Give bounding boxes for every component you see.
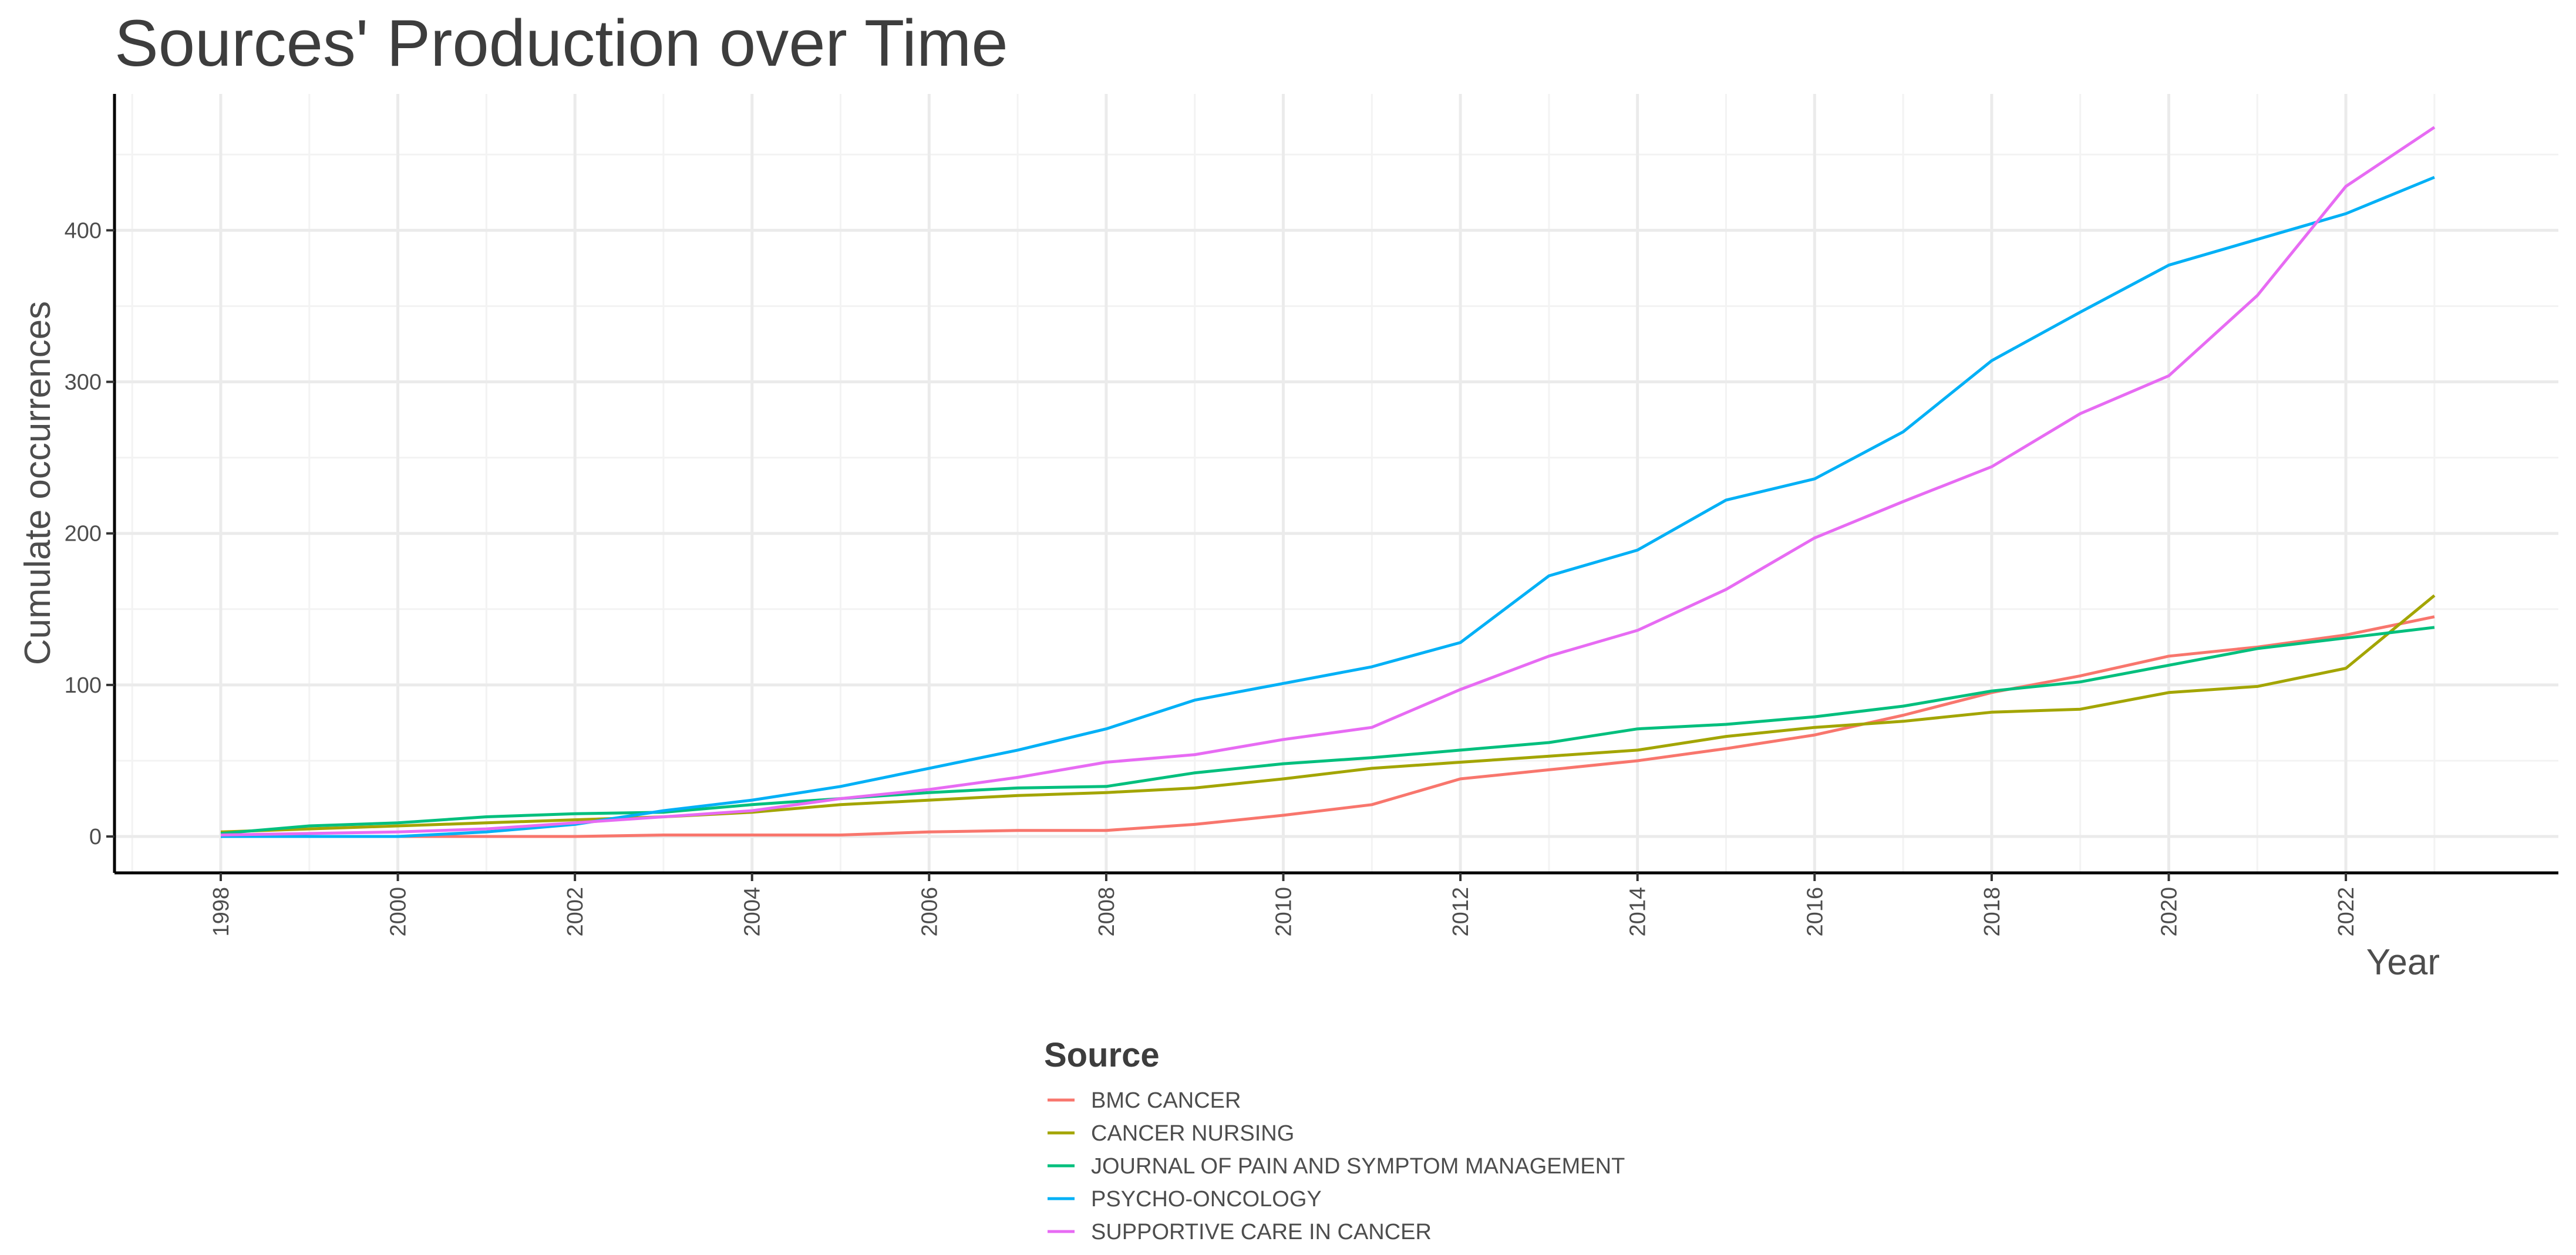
y-tick-label: 200 [65, 522, 102, 546]
series-line [221, 176, 2435, 838]
x-tick-label: 2004 [740, 887, 765, 937]
y-tick-label: 0 [89, 825, 102, 849]
x-tick-label: 2020 [2157, 887, 2181, 937]
y-axis-ticks: 0 100 200 300 400 [65, 218, 115, 849]
y-axis-title: Cumulate occurrences [18, 301, 58, 665]
x-tick-label: 2022 [2334, 887, 2359, 937]
series-line [221, 615, 2435, 838]
x-tick-label: 2000 [386, 887, 411, 937]
legend-label: JOURNAL OF PAIN AND SYMPTOM MANAGEMENT [1091, 1154, 1625, 1179]
x-tick-label: 1998 [209, 887, 234, 937]
y-tick-label: 400 [65, 218, 102, 243]
grid [115, 94, 2558, 873]
legend-items: BMC CANCER CANCER NURSING JOURNAL OF PAIN … [1048, 1088, 1625, 1244]
legend-label: CANCER NURSING [1091, 1121, 1294, 1146]
legend-label: BMC CANCER [1091, 1088, 1241, 1113]
x-tick-label: 2018 [1980, 887, 2005, 937]
legend-title: Source [1044, 1036, 1160, 1074]
y-tick-label: 300 [65, 370, 102, 395]
series-line [220, 594, 2436, 834]
x-tick-label: 2012 [1449, 887, 1473, 937]
x-tick-label: 2010 [1272, 887, 1297, 937]
x-axis-ticks: 1998 2000 2002 2004 2006 2008 2010 2012 2014 2016… [209, 873, 2359, 937]
y-tick-label: 100 [65, 673, 102, 698]
series-line [220, 126, 2436, 836]
x-tick-label: 2008 [1095, 887, 1119, 937]
legend-label: PSYCHO-ONCOLOGY [1091, 1187, 1322, 1212]
x-tick-label: 2016 [1803, 887, 1827, 937]
legend-label: SUPPORTIVE CARE IN CANCER [1091, 1220, 1432, 1244]
series-lines [220, 126, 2436, 838]
x-tick-label: 2014 [1626, 887, 1651, 937]
chart-title: Sources' Production over Time [115, 6, 1008, 80]
x-tick-label: 2002 [563, 887, 588, 937]
legend: Source BMC CANCER CANCER NURSING JOURNAL O… [1044, 1036, 1625, 1244]
x-axis-title: Year [2366, 942, 2440, 983]
x-tick-label: 2006 [917, 887, 942, 937]
series-line [220, 626, 2435, 835]
